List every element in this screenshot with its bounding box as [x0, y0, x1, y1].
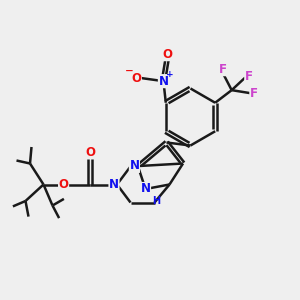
Text: N: N — [158, 75, 168, 88]
Text: F: F — [219, 63, 227, 76]
Text: N: N — [109, 178, 119, 191]
Text: O: O — [58, 178, 69, 191]
Text: O: O — [162, 48, 172, 61]
Text: F: F — [245, 70, 253, 83]
Text: O: O — [131, 72, 141, 85]
Text: N: N — [129, 159, 140, 172]
Text: F: F — [250, 87, 258, 100]
Text: N: N — [140, 182, 151, 196]
Text: −: − — [125, 66, 134, 76]
Text: +: + — [166, 70, 174, 79]
Text: O: O — [85, 146, 95, 159]
Text: H: H — [152, 196, 160, 206]
